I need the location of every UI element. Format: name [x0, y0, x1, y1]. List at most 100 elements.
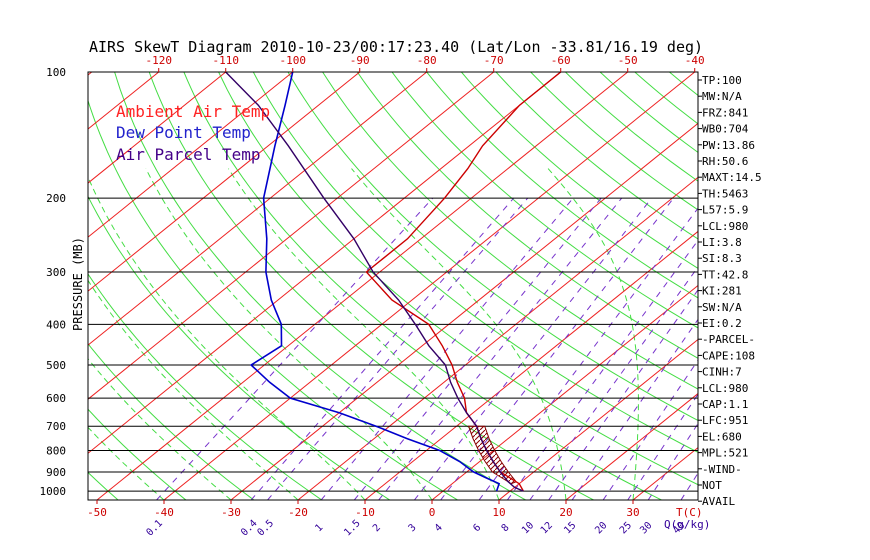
index-label: -WIND-: [702, 463, 742, 476]
moist-adiabat: [88, 357, 232, 500]
isotherm: [0, 72, 25, 500]
mixing-ratio-tick-label: 0.1: [144, 518, 165, 539]
plot-border: [87, 71, 699, 501]
isotherm: [834, 72, 870, 500]
dry-adiabat: [183, 72, 662, 500]
y-tick-label: 200: [46, 192, 66, 205]
mixing-ratio-tick-label: 4: [433, 522, 445, 534]
dry-adiabat: [426, 72, 698, 299]
y-tick-label: 400: [46, 318, 66, 331]
index-label: CAP:1.1: [702, 398, 748, 411]
dry-adiabat: [669, 72, 698, 97]
legend-air-parcel-temp: Air Parcel Temp: [116, 145, 261, 164]
legend-ambient-air-temp: Ambient Air Temp: [116, 102, 270, 121]
dry-adiabat: [322, 72, 698, 390]
index-label: PW:13.86: [702, 139, 755, 152]
isotherm: [498, 338, 698, 500]
isotherm: [88, 72, 294, 238]
y-tick-label: 800: [46, 445, 66, 458]
dry-adiabat: [565, 72, 698, 182]
dry-adiabat: [530, 72, 698, 211]
top-tick-label: -40: [685, 54, 705, 67]
dry-adiabat: [88, 342, 255, 500]
dry-adiabat: [356, 72, 698, 359]
bottom-tick-label: -50: [87, 506, 107, 519]
top-tick-label: -70: [484, 54, 504, 67]
top-tick-label: -90: [350, 54, 370, 67]
moist-adiabat: [88, 175, 366, 500]
index-label: LI:3.8: [702, 236, 742, 249]
mixing-ratio-tick-label: 25: [618, 520, 634, 536]
bottom-tick-label: 20: [559, 506, 572, 519]
index-label: EI:0.2: [702, 317, 742, 330]
index-label: MW:N/A: [702, 90, 742, 103]
bottom-tick-label: -40: [154, 506, 174, 519]
mixing-ratio-tick-label: 0.4: [239, 518, 260, 539]
index-label: TH:5463: [702, 187, 748, 200]
isotherm: [88, 72, 428, 346]
mixing-ratio-line: [378, 197, 623, 500]
chart-title: AIRS SkewT Diagram 2010-10-23/00:17:23.4…: [89, 38, 703, 56]
isotherm: [431, 284, 698, 500]
y-axis-label: PRESSURE (MB): [71, 237, 85, 331]
mixing-ratio-line: [548, 289, 698, 500]
mixing-ratio-tick-label: 10: [520, 520, 536, 536]
index-label: WB0:704: [702, 123, 749, 136]
index-label: LFC:951: [702, 414, 748, 427]
isotherm: [88, 72, 562, 454]
moist-adiabat: [351, 168, 567, 500]
index-label: NOT: [702, 479, 722, 492]
index-label: RH:50.6: [702, 155, 748, 168]
mixing-ratio-tick-label: 12: [539, 520, 555, 536]
dry-adiabat: [88, 408, 187, 500]
isotherm: [96, 72, 629, 500]
dry-adiabat: [843, 72, 870, 500]
legend-dew-point-temp: Dew Point Temp: [116, 123, 251, 142]
index-label: MAXT:14.5: [702, 171, 762, 184]
index-label: KI:281: [702, 285, 742, 298]
isotherm: [297, 176, 698, 500]
dry-adiabat: [739, 72, 870, 500]
isotherm: [88, 72, 227, 184]
index-label: TT:42.8: [702, 268, 748, 281]
bottom-tick-label: -10: [355, 506, 375, 519]
index-label: TP:100: [702, 74, 742, 87]
index-label: MPL:521: [702, 447, 748, 460]
index-label: FRZ:841: [702, 106, 748, 119]
mixing-ratio-tick-label: 0.5: [256, 518, 277, 539]
y-tick-label: 500: [46, 359, 66, 372]
dry-adiabat: [599, 72, 698, 154]
y-tick-label: 300: [46, 266, 66, 279]
air-parcel-temp-line: [225, 72, 524, 492]
index-label: EL:680: [702, 430, 742, 443]
mixing-ratio-unit: Q(g/kg): [664, 518, 710, 531]
moist-adiabat: [767, 169, 870, 500]
y-tick-label: 100: [46, 66, 66, 79]
isotherm: [88, 72, 361, 292]
mixing-ratio-tick-label: 8: [500, 522, 512, 534]
y-tick-label: 600: [46, 392, 66, 405]
top-tick-label: -60: [551, 54, 571, 67]
dry-adiabat: [391, 72, 698, 329]
mixing-ratio-line: [571, 318, 698, 500]
top-tick-label: -110: [212, 54, 239, 67]
index-label: -PARCEL-: [702, 333, 755, 346]
isotherm: [767, 72, 870, 500]
dry-adiabat: [252, 72, 698, 453]
index-label: CAPE:108: [702, 349, 755, 362]
y-tick-label: 1000: [40, 485, 67, 498]
mixing-ratio-line: [156, 197, 434, 500]
mixing-ratio-tick-label: 2: [371, 522, 383, 534]
isotherm: [364, 230, 698, 500]
index-label: CINH:7: [702, 366, 742, 379]
moist-adiabat: [834, 169, 870, 500]
isotherm: [88, 72, 495, 400]
dry-adiabat: [218, 72, 698, 486]
index-label: LCL:980: [702, 220, 748, 233]
dry-adiabat: [88, 99, 458, 500]
dry-adiabat: [0, 72, 50, 500]
mixing-ratio-tick-label: 15: [562, 520, 578, 536]
mixing-ratio-line: [250, 197, 515, 500]
mixing-ratio-line: [602, 359, 698, 500]
index-label: SW:N/A: [702, 301, 742, 314]
